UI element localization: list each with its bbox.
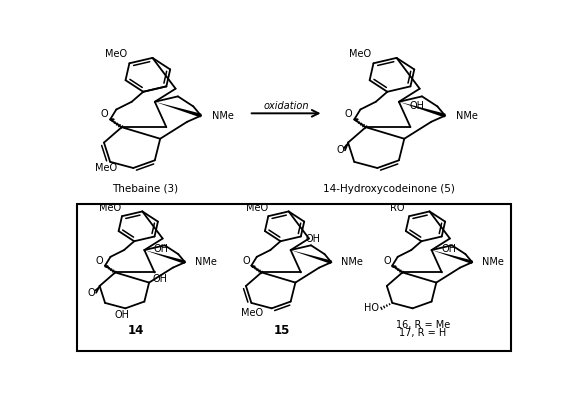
- Text: HO: HO: [364, 303, 379, 313]
- Text: O: O: [88, 288, 95, 298]
- Text: MeO: MeO: [99, 203, 122, 213]
- Text: NMe: NMe: [212, 111, 234, 120]
- Text: O: O: [100, 109, 108, 119]
- Polygon shape: [145, 250, 185, 264]
- Text: OH: OH: [114, 310, 130, 320]
- Bar: [77, 204, 511, 351]
- Text: Thebaine (3): Thebaine (3): [112, 184, 178, 194]
- Text: O: O: [242, 256, 250, 266]
- Text: MeO: MeO: [105, 49, 127, 59]
- Text: O: O: [344, 109, 352, 119]
- Text: 16, R = Me: 16, R = Me: [395, 320, 450, 330]
- Text: MeO: MeO: [246, 203, 268, 213]
- Text: NMe: NMe: [482, 257, 503, 267]
- Text: OH: OH: [305, 233, 320, 243]
- Text: MeO: MeO: [95, 163, 117, 173]
- Polygon shape: [399, 102, 445, 117]
- Text: OH: OH: [441, 244, 456, 254]
- Text: NMe: NMe: [456, 111, 478, 120]
- Text: 15: 15: [274, 324, 290, 336]
- Text: O: O: [383, 256, 391, 266]
- Text: OH: OH: [153, 274, 168, 284]
- Polygon shape: [290, 250, 332, 264]
- Text: O: O: [336, 145, 344, 155]
- Text: 14-Hydroxycodeinone (5): 14-Hydroxycodeinone (5): [323, 184, 455, 194]
- Text: NMe: NMe: [195, 257, 216, 267]
- Polygon shape: [155, 102, 201, 117]
- Polygon shape: [432, 250, 473, 264]
- Text: MeO: MeO: [350, 49, 371, 59]
- Text: O: O: [96, 256, 103, 266]
- Text: OH: OH: [410, 101, 425, 111]
- Text: NMe: NMe: [341, 257, 363, 267]
- Text: oxidation: oxidation: [263, 101, 309, 111]
- Text: MeO: MeO: [241, 308, 263, 318]
- Text: 17, R = H: 17, R = H: [399, 328, 447, 338]
- Text: RO: RO: [390, 203, 405, 213]
- Text: 14: 14: [127, 324, 144, 336]
- Text: OH: OH: [154, 244, 169, 254]
